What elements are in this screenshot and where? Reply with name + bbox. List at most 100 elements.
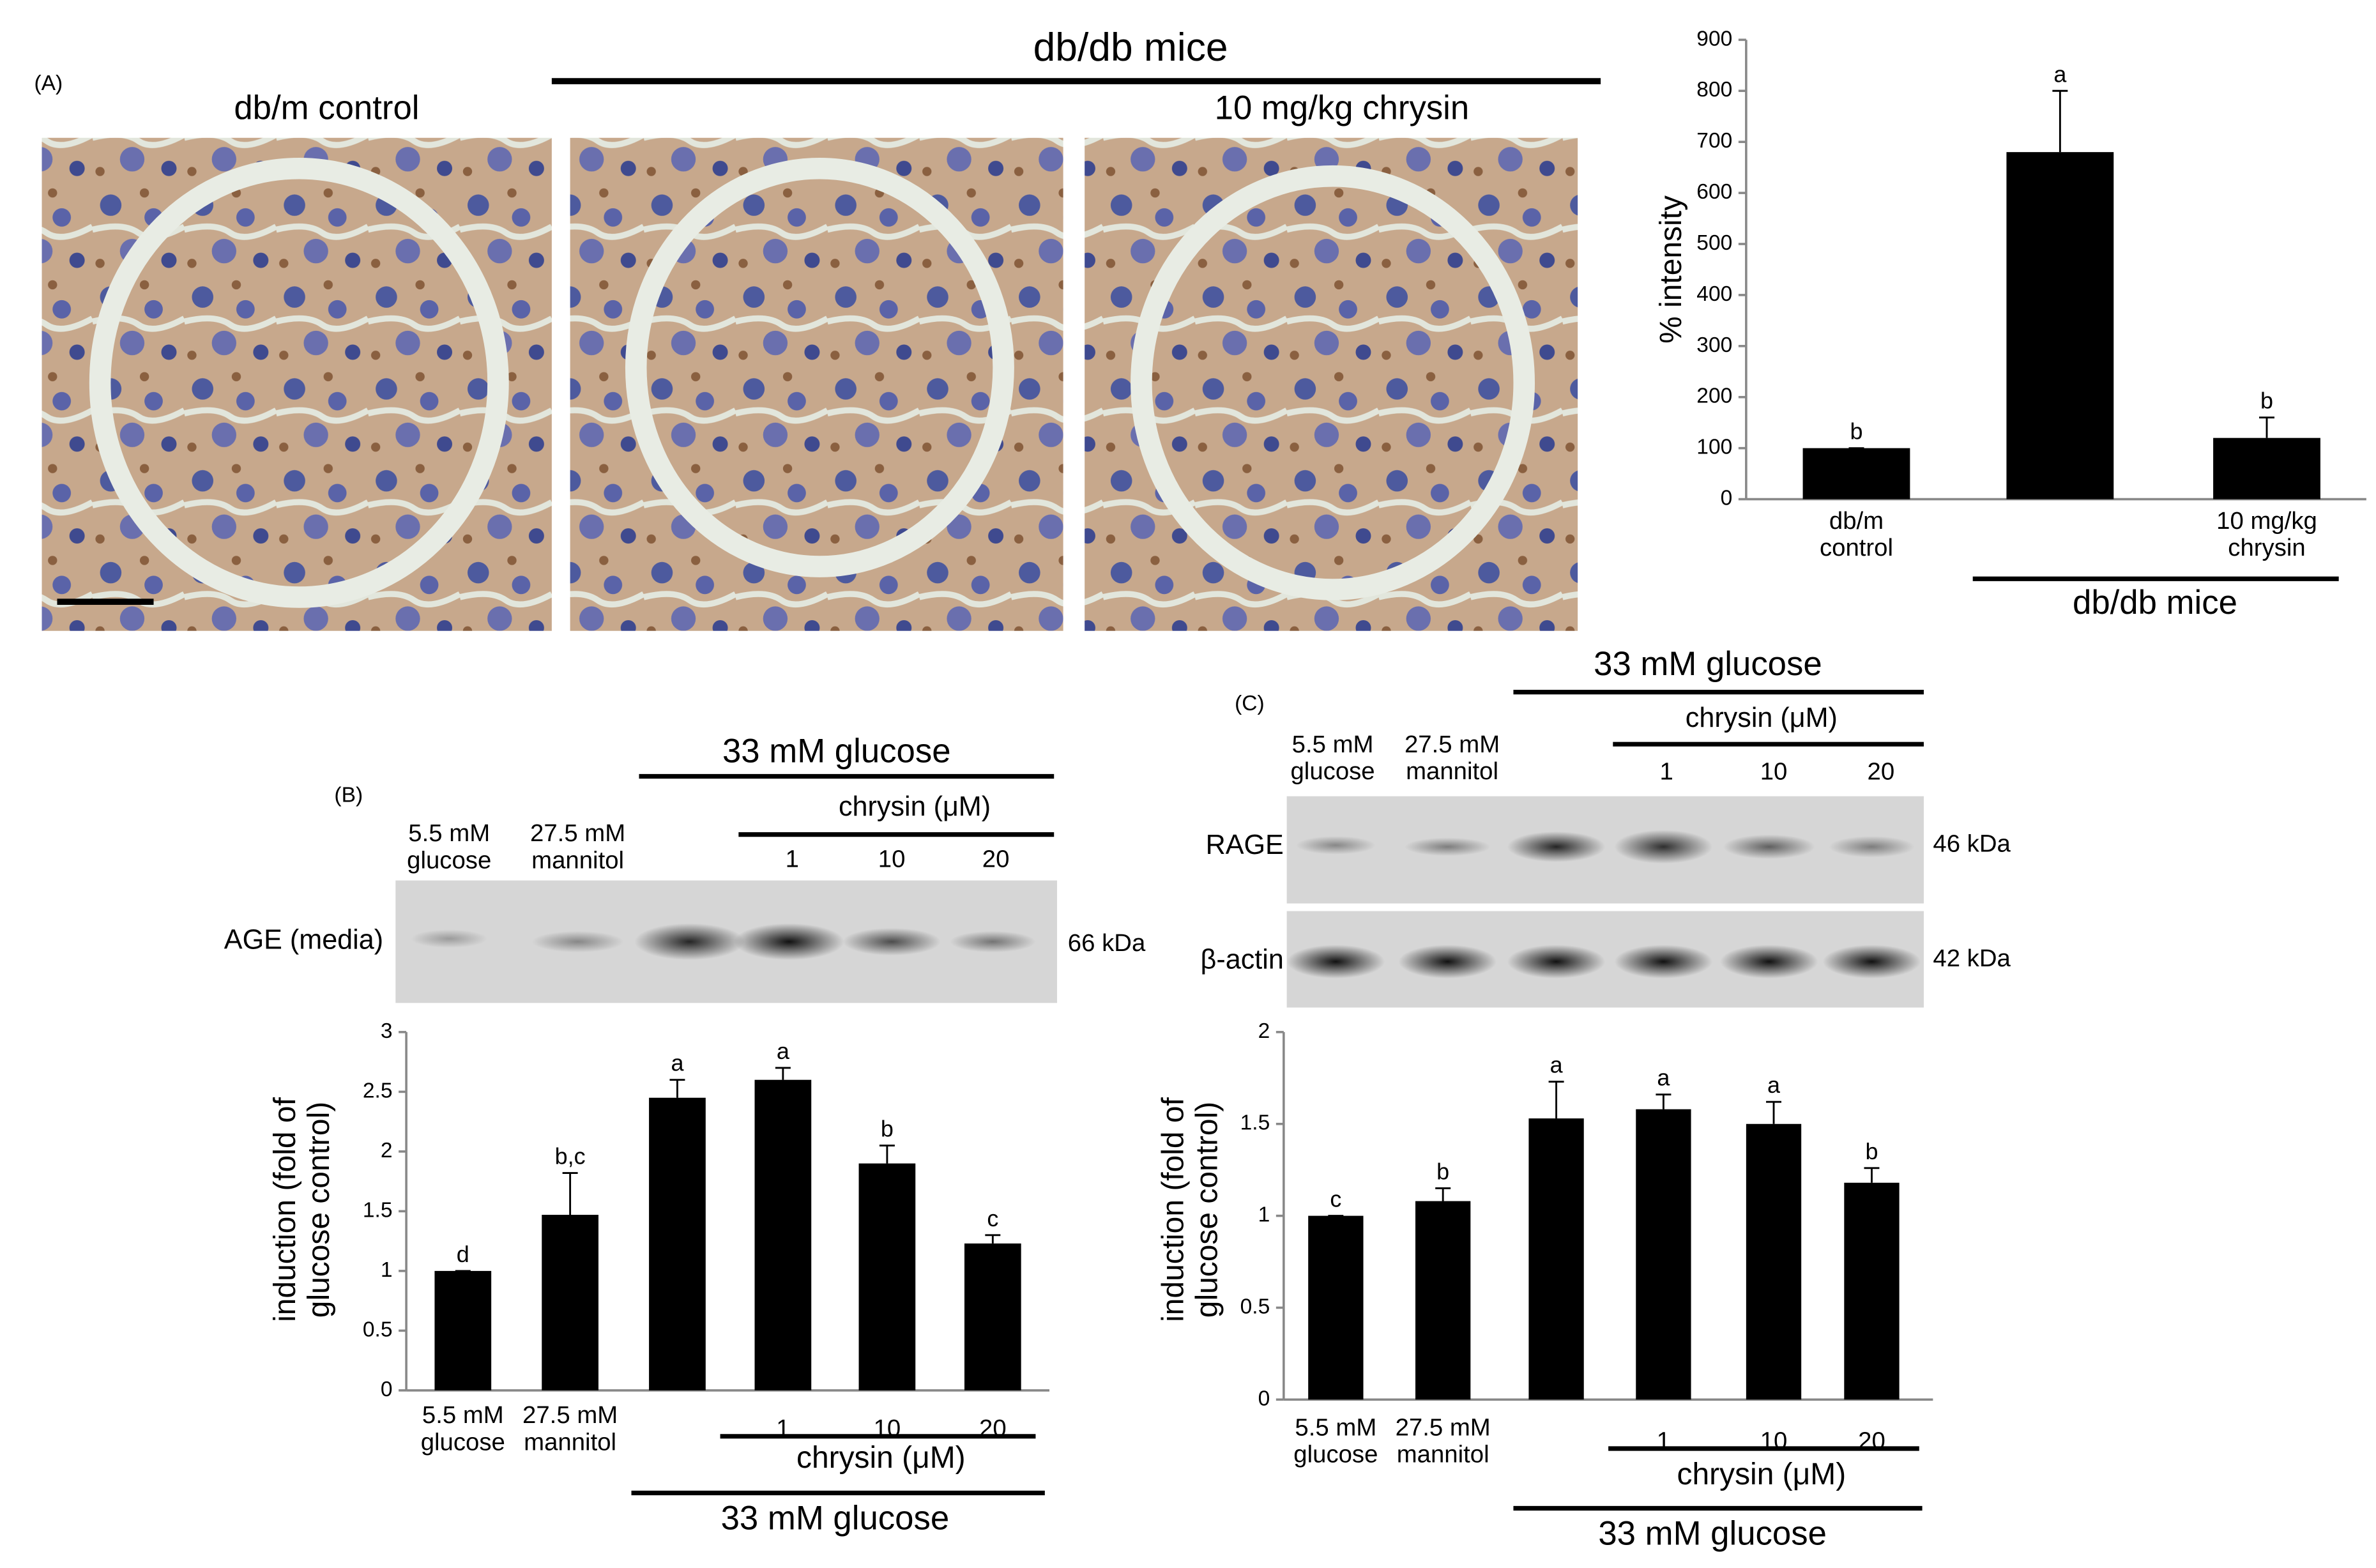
y-tick-label: 400 — [1696, 282, 1732, 306]
lane-label: 1 — [786, 845, 799, 872]
y-tick-label: 300 — [1696, 333, 1732, 357]
bar — [1308, 1215, 1364, 1400]
glomerulus-outline — [625, 157, 1014, 577]
bar — [649, 1097, 706, 1390]
y-tick-label: 600 — [1696, 180, 1732, 204]
error-bar — [879, 1145, 895, 1164]
row-label: β-actin — [1201, 945, 1284, 975]
significance-label: b — [2260, 387, 2273, 413]
group-label: chrysin (μM) — [796, 1440, 966, 1474]
band — [411, 929, 488, 948]
group-label: chrysin (μM) — [839, 791, 991, 822]
micrographs — [42, 78, 1601, 631]
size-label: 46 kDa — [1933, 830, 2011, 858]
y-tick-label: 0.5 — [363, 1318, 393, 1341]
micrograph — [42, 137, 552, 631]
band — [950, 931, 1036, 953]
significance-label: b — [1865, 1138, 1878, 1164]
lane-label: 27.5 mM mannitol — [530, 819, 625, 874]
band — [1614, 945, 1713, 978]
band — [1398, 945, 1497, 978]
significance-label: d — [457, 1240, 469, 1267]
bar — [1746, 1123, 1802, 1400]
error-bar — [775, 1067, 791, 1080]
lane-label: 1 — [1660, 758, 1673, 786]
error-bar — [562, 1172, 578, 1215]
band — [531, 931, 624, 953]
blots — [395, 690, 1924, 1008]
y-tick-label: 2 — [1258, 1019, 1270, 1043]
error-bar — [1864, 1167, 1880, 1183]
lane-label: 10 — [1760, 758, 1788, 786]
y-tick-label: 2.5 — [363, 1079, 393, 1102]
y-tick-label: 0 — [1721, 486, 1733, 510]
band — [1723, 834, 1815, 859]
x-tick-label: 5.5 mM glucose — [421, 1401, 505, 1456]
group-label: 33 mM glucose — [1594, 645, 1822, 683]
bar — [434, 1270, 492, 1390]
band — [1822, 945, 1921, 978]
lane-label: 5.5 mM glucose — [407, 819, 491, 874]
error-bar — [1656, 1093, 1672, 1109]
significance-label: c — [987, 1205, 998, 1231]
panel-label: (B) — [334, 784, 363, 807]
band — [1286, 945, 1385, 978]
lane-label: 20 — [982, 845, 1010, 872]
band — [1720, 945, 1818, 978]
panel-label: (C) — [1235, 692, 1265, 715]
image-label: 10 mg/kg chrysin — [1215, 89, 1470, 127]
y-tick-label: 1.5 — [1240, 1111, 1270, 1135]
band — [1507, 945, 1606, 978]
error-bar — [669, 1079, 685, 1098]
group-label: db/db mice — [1033, 26, 1228, 70]
band — [634, 923, 745, 961]
glomerulus-outline — [1131, 165, 1535, 600]
error-bar — [2259, 416, 2274, 438]
y-tick-label: 200 — [1696, 384, 1732, 408]
bar — [542, 1215, 598, 1390]
y-tick-label: 0 — [381, 1378, 393, 1401]
y-tick-label: 0.5 — [1240, 1295, 1270, 1318]
y-tick-label: 2 — [381, 1139, 393, 1162]
band — [1296, 836, 1376, 855]
bar — [2213, 438, 2320, 499]
bar — [1844, 1182, 1900, 1400]
size-label: 42 kDa — [1933, 945, 2011, 972]
group-label: db/db mice — [2073, 584, 2237, 621]
lane-label: 27.5 mM mannitol — [1405, 731, 1500, 785]
significance-label: a — [1767, 1072, 1780, 1098]
x-tick-label: db/m control — [1820, 507, 1893, 561]
group-label: chrysin (μM) — [1677, 1458, 1847, 1491]
significance-label: b,c — [555, 1143, 586, 1169]
significance-label: c — [1330, 1185, 1341, 1212]
lane-label: 5.5 mM glucose — [1290, 731, 1375, 785]
bar — [1636, 1109, 1691, 1400]
x-tick-label: 27.5 mM mannitol — [522, 1401, 618, 1456]
y-tick-label: 800 — [1696, 78, 1732, 102]
band — [842, 927, 941, 956]
y-axis-label: % intensity — [1654, 195, 1687, 344]
group-label: chrysin (μM) — [1686, 703, 1838, 733]
significance-label: b — [1436, 1158, 1449, 1184]
band — [734, 923, 844, 961]
y-tick-label: 700 — [1696, 129, 1732, 153]
x-tick-label: 27.5 mM mannitol — [1396, 1413, 1491, 1468]
band — [1614, 830, 1713, 864]
y-tick-label: 100 — [1696, 436, 1732, 459]
bar — [1528, 1118, 1584, 1400]
band — [1405, 837, 1491, 856]
x-tick-label: 10 mg/kg chrysin — [2216, 507, 2317, 561]
bar — [858, 1163, 916, 1390]
y-tick-label: 3 — [381, 1019, 393, 1043]
significance-label: b — [881, 1115, 894, 1141]
y-tick-label: 1.5 — [363, 1198, 393, 1222]
lane-label: 10 — [878, 845, 906, 872]
error-bar — [1548, 1081, 1564, 1119]
panel-label: (A) — [34, 72, 63, 95]
row-label: AGE (media) — [224, 925, 383, 955]
significance-label: a — [671, 1049, 683, 1076]
bar — [964, 1243, 1021, 1390]
micrograph — [1085, 137, 1578, 631]
glomerulus-outline — [89, 157, 509, 608]
